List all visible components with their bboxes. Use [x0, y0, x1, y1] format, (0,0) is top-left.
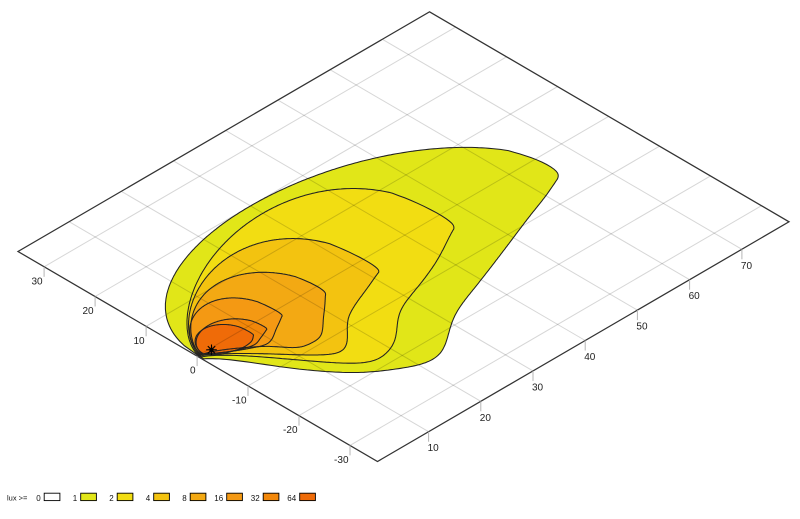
svg-text:16: 16: [214, 494, 223, 503]
svg-text:20: 20: [82, 306, 94, 317]
svg-text:30: 30: [31, 276, 43, 287]
svg-text:8: 8: [182, 494, 187, 503]
svg-text:-10: -10: [232, 395, 247, 406]
svg-text:30: 30: [532, 382, 544, 393]
svg-text:2: 2: [109, 494, 114, 503]
svg-text:-20: -20: [283, 425, 298, 436]
svg-text:4: 4: [146, 494, 151, 503]
svg-text:50: 50: [636, 322, 648, 333]
svg-text:1: 1: [73, 494, 78, 503]
svg-text:20: 20: [480, 413, 492, 424]
svg-text:lux >=: lux >=: [7, 494, 28, 503]
svg-text:-30: -30: [334, 455, 349, 466]
svg-text:0: 0: [190, 366, 196, 377]
svg-text:64: 64: [287, 494, 296, 503]
svg-text:32: 32: [251, 494, 260, 503]
svg-text:40: 40: [584, 352, 596, 363]
svg-text:70: 70: [741, 261, 753, 272]
svg-text:60: 60: [689, 291, 701, 302]
svg-text:10: 10: [428, 443, 440, 454]
svg-text:10: 10: [133, 336, 145, 347]
svg-text:0: 0: [36, 494, 41, 503]
